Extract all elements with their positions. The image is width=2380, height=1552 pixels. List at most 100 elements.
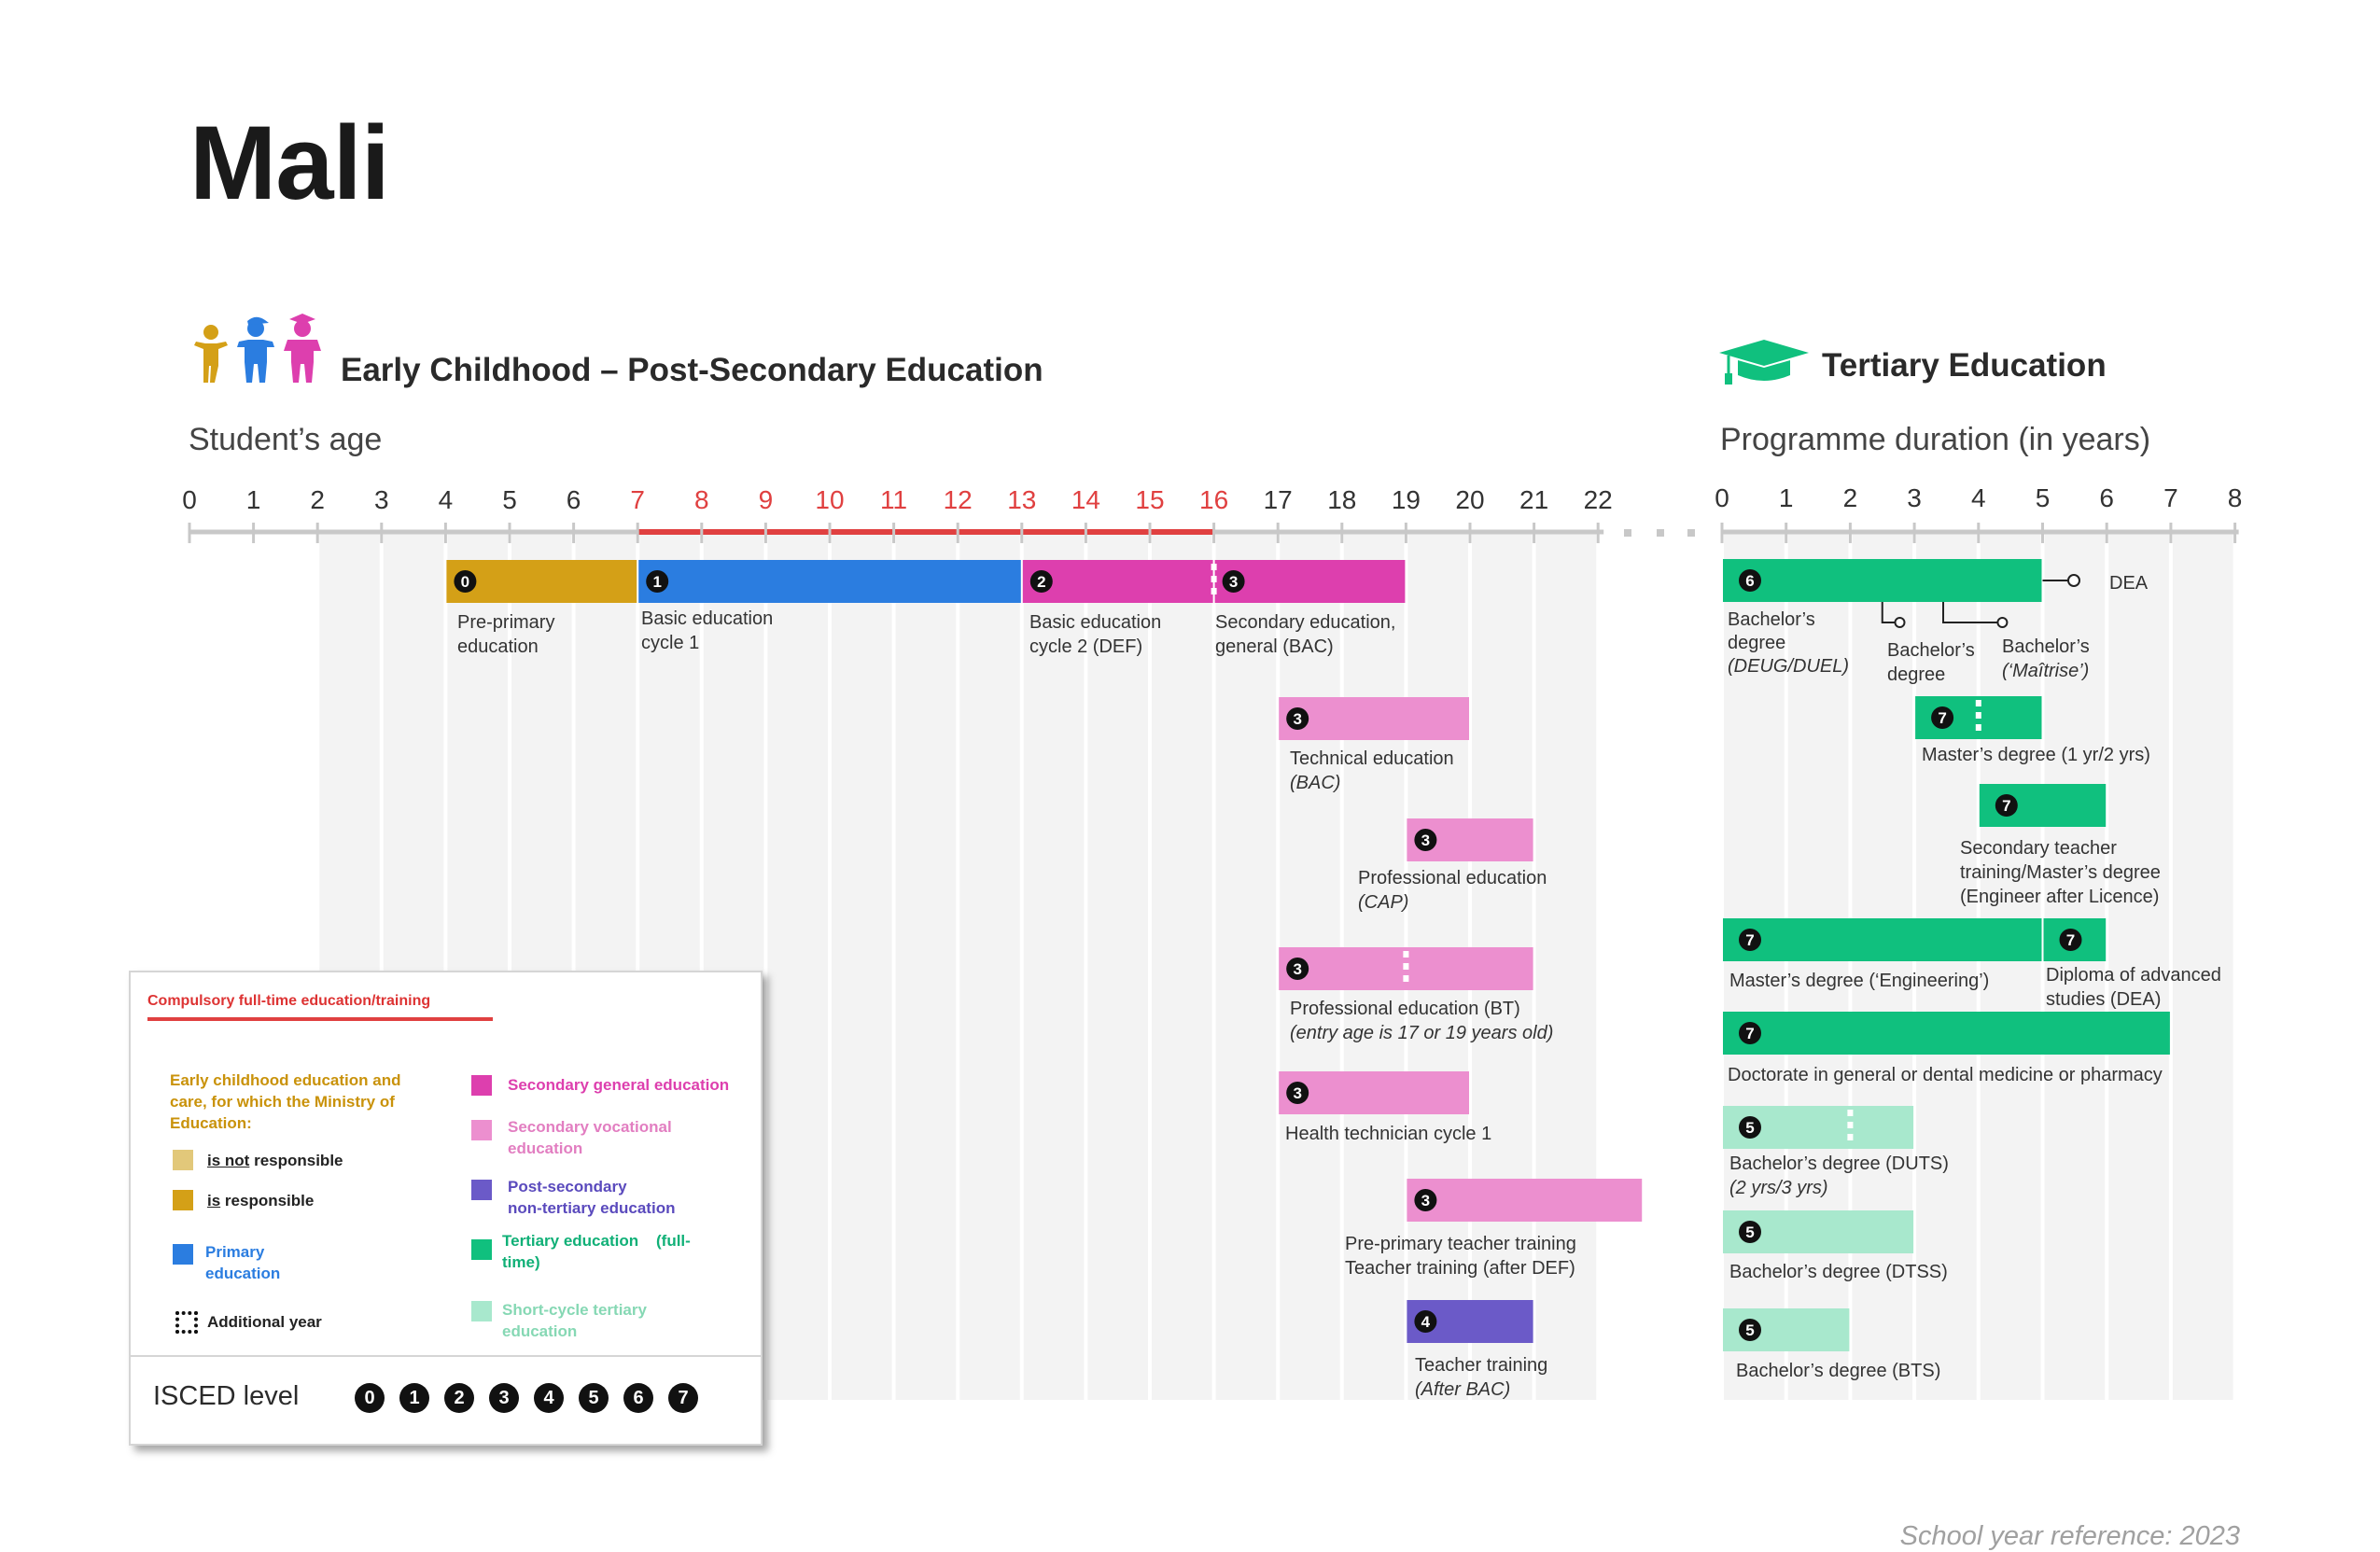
exit-point-maitrise bbox=[1996, 617, 2009, 628]
isced-badge-6: 6 bbox=[623, 1383, 653, 1413]
label-exit-dea: DEA bbox=[2109, 573, 2149, 594]
legend-compulsory-line bbox=[147, 1017, 493, 1021]
legend-primary: Primary education bbox=[205, 1243, 281, 1282]
legend-swatch-secondary-vocational bbox=[471, 1120, 492, 1140]
age-column-12 bbox=[959, 532, 1020, 1400]
label-teacher-training-def: Pre-primary teacher training Teacher trai… bbox=[1345, 1234, 1576, 1279]
legend-ecec-not: is not responsible bbox=[207, 1152, 343, 1169]
badge-secondary-general-text: 3 bbox=[1229, 573, 1238, 591]
age-tick-label-18: 18 bbox=[1327, 485, 1356, 514]
label-pre-primary: Pre-primary education bbox=[457, 612, 555, 657]
badge-basic-cycle-1-text: 1 bbox=[652, 573, 661, 591]
badge-bachelor-dtss-circle bbox=[1739, 1221, 1761, 1243]
duration-column-5 bbox=[2044, 532, 2106, 1400]
label-exit-bachelor: Bachelor’s degree bbox=[1887, 640, 1975, 685]
badge-teacher-training-bac-circle bbox=[1414, 1310, 1437, 1333]
badge-technical-circle bbox=[1286, 707, 1309, 730]
legend-swatch-post-secondary bbox=[471, 1180, 492, 1200]
age-tick-label-16: 16 bbox=[1199, 485, 1228, 514]
legend-box: Compulsory full-time education/training … bbox=[129, 971, 763, 1446]
age-column-21 bbox=[1535, 532, 1597, 1400]
isced-badge-1: 1 bbox=[399, 1383, 429, 1413]
badge-technical-text: 3 bbox=[1293, 710, 1301, 728]
legend-short-cycle: Short-cycle tertiary education bbox=[502, 1301, 647, 1340]
bar-bachelor-deug bbox=[1723, 559, 2042, 602]
exit-point-dea bbox=[2066, 574, 2080, 587]
duration-tick-label-4: 4 bbox=[1971, 483, 1986, 512]
age-tick-label-2: 2 bbox=[310, 485, 325, 514]
duration-tick-label-0: 0 bbox=[1715, 483, 1729, 512]
age-tick-label-6: 6 bbox=[567, 485, 581, 514]
badge-masters-engineering-circle bbox=[1739, 929, 1761, 951]
badge-dea-text: 7 bbox=[2066, 931, 2075, 949]
badge-bachelor-deug-circle bbox=[1739, 569, 1761, 592]
axis-break-dot-0 bbox=[1624, 529, 1631, 537]
badge-professional-cap-circle bbox=[1414, 829, 1437, 851]
age-tick-label-20: 20 bbox=[1455, 485, 1484, 514]
school-year-reference: School year reference: 2023 bbox=[1899, 1521, 2240, 1551]
label-bachelor-duts: Bachelor’s degree (DUTS) (2 yrs/3 yrs) bbox=[1729, 1154, 1949, 1198]
legend-post-secondary: Post-secondary non-tertiary education bbox=[508, 1178, 676, 1217]
badge-professional-cap-text: 3 bbox=[1421, 832, 1430, 849]
graduation-cap-icon bbox=[1719, 340, 1809, 385]
exit-point-bachelor bbox=[1894, 617, 1906, 628]
legend-compulsory: Compulsory full-time education/training bbox=[147, 993, 431, 1009]
label-teacher-training-bac: Teacher training (After BAC) bbox=[1415, 1355, 1548, 1400]
isced-badge-2: 2 bbox=[444, 1383, 474, 1413]
age-tick-label-22: 22 bbox=[1584, 485, 1613, 514]
badge-dea-circle bbox=[2059, 929, 2082, 951]
age-tick-label-19: 19 bbox=[1392, 485, 1421, 514]
badge-professional-bt-text: 3 bbox=[1293, 960, 1301, 978]
duration-tick-label-7: 7 bbox=[2163, 483, 2178, 512]
badge-basic-cycle-1-circle bbox=[646, 570, 669, 593]
age-column-11 bbox=[895, 532, 957, 1400]
age-column-16 bbox=[1215, 532, 1277, 1400]
age-tick-label-3: 3 bbox=[374, 485, 389, 514]
label-dea: Diploma of advanced studies (DEA) bbox=[2046, 965, 2221, 1010]
badge-pre-primary-circle bbox=[454, 570, 477, 593]
bar-basic-cycle-2 bbox=[1022, 560, 1213, 603]
badge-pre-primary-text: 0 bbox=[461, 573, 469, 591]
badge-professional-bt-circle bbox=[1286, 958, 1309, 980]
legend-swatch-primary bbox=[173, 1244, 193, 1265]
age-tick-label-1: 1 bbox=[246, 485, 261, 514]
legend-swatch-secondary-general bbox=[471, 1075, 492, 1096]
label-doctorate: Doctorate in general or dental medicine … bbox=[1728, 1065, 2163, 1085]
bar-basic-cycle-1 bbox=[638, 560, 1021, 603]
bar-pre-primary bbox=[446, 560, 637, 603]
student-age-axis-title: Student’s age bbox=[189, 422, 383, 457]
legend-ecec-heading: Early childhood education and care, for w… bbox=[170, 1071, 401, 1132]
legend-swatch-tertiary bbox=[471, 1239, 492, 1260]
early-childhood-heading: Early Childhood – Post-Secondary Educati… bbox=[341, 352, 1043, 388]
age-tick-label-0: 0 bbox=[182, 485, 197, 514]
label-basic-cycle-1: Basic education cycle 1 bbox=[641, 608, 774, 653]
duration-column-1 bbox=[1787, 532, 1849, 1400]
duration-column-6 bbox=[2108, 532, 2169, 1400]
axis-break-dot-1 bbox=[1657, 529, 1664, 537]
badge-doctorate-text: 7 bbox=[1745, 1025, 1754, 1042]
isced-badge-3: 3 bbox=[489, 1383, 519, 1413]
badge-teacher-training-bac-text: 4 bbox=[1421, 1313, 1431, 1331]
isced-badge-4: 4 bbox=[534, 1383, 564, 1413]
bar-masters-engineering bbox=[1723, 918, 2042, 961]
axis-break-dot-2 bbox=[1687, 529, 1695, 537]
label-bachelor-bts: Bachelor’s degree (BTS) bbox=[1736, 1361, 1941, 1381]
badge-secondary-teacher-text: 7 bbox=[2002, 797, 2010, 815]
badge-bachelor-deug-text: 6 bbox=[1745, 572, 1754, 590]
age-column-9 bbox=[767, 532, 828, 1400]
duration-column-7 bbox=[2172, 532, 2233, 1400]
duration-column-0 bbox=[1724, 532, 1785, 1400]
children-icon bbox=[194, 314, 321, 383]
age-tick-label-12: 12 bbox=[944, 485, 973, 514]
duration-tick-label-1: 1 bbox=[1779, 483, 1794, 512]
isced-badge-0: 0 bbox=[355, 1383, 385, 1413]
duration-tick-label-6: 6 bbox=[2099, 483, 2114, 512]
age-column-15 bbox=[1152, 532, 1212, 1400]
age-tick-label-15: 15 bbox=[1135, 485, 1164, 514]
exit-connector-maitrise bbox=[1942, 602, 1998, 623]
legend-ecec-is: is responsible bbox=[207, 1192, 315, 1209]
badge-bachelor-duts-text: 5 bbox=[1745, 1119, 1754, 1137]
legend-secondary-vocational: Secondary vocational education bbox=[508, 1118, 672, 1157]
bar-secondary-general bbox=[1214, 560, 1406, 603]
badge-teacher-training-def-circle bbox=[1414, 1189, 1437, 1211]
